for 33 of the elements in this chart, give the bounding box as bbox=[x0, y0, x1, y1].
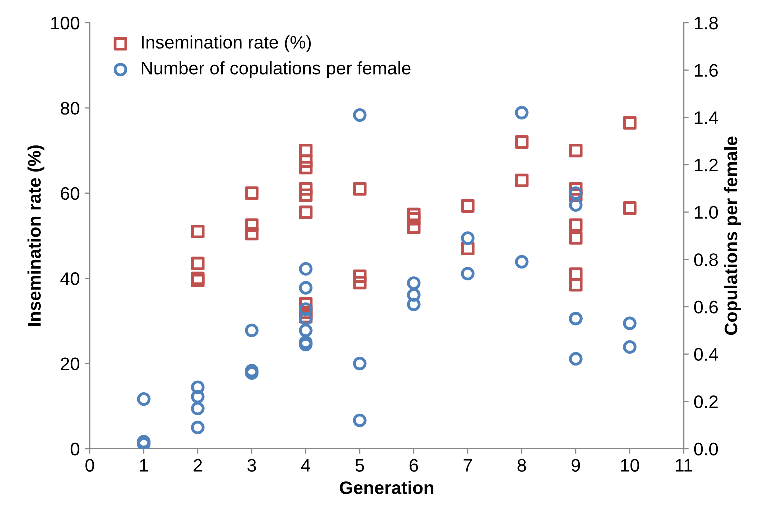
y2-tick-label: 1.8 bbox=[695, 16, 718, 30]
y-tick-label: 20 bbox=[61, 358, 80, 371]
y-axis-title: Insemination rate (%) bbox=[28, 146, 45, 326]
x-tick-label: 9 bbox=[572, 459, 580, 472]
y2-tick-label: 0.6 bbox=[694, 300, 718, 314]
y2-tick-label: 0.8 bbox=[694, 254, 718, 266]
y2-tick-label: 0.2 bbox=[694, 396, 718, 408]
x-axis-title: Generation bbox=[340, 481, 434, 494]
legend-label: Insemination rate (%) bbox=[142, 36, 312, 52]
y-tick-label: 0 bbox=[70, 442, 80, 456]
x-tick-label: 4 bbox=[301, 459, 310, 472]
x-tick-label: 2 bbox=[194, 459, 202, 472]
y-tick-label: 40 bbox=[60, 272, 80, 286]
x-tick-label: 8 bbox=[518, 459, 526, 472]
y2-tick-label: 1.0 bbox=[695, 206, 718, 220]
y2-axis-title: Copulations per female bbox=[724, 136, 742, 336]
x-tick-label: 0 bbox=[86, 459, 94, 472]
y2-tick-label: 0.0 bbox=[694, 442, 718, 456]
x-tick-label: 1 bbox=[140, 459, 148, 472]
x-tick-label: 7 bbox=[464, 459, 472, 472]
x-tick-label: 5 bbox=[356, 459, 364, 472]
x-tick-label: 10 bbox=[621, 459, 640, 472]
y-tick-label: 80 bbox=[60, 102, 80, 115]
y2-tick-label: 0.4 bbox=[694, 348, 718, 362]
y-tick-label: 60 bbox=[61, 187, 80, 200]
x-tick-label: 6 bbox=[410, 459, 418, 472]
y2-tick-label: 1.4 bbox=[695, 112, 718, 124]
y2-tick-label: 1.2 bbox=[695, 158, 718, 172]
y-tick-label: 100 bbox=[52, 16, 80, 30]
legend-label: Number of copulations per female bbox=[142, 62, 411, 78]
y2-tick-label: 1.6 bbox=[695, 64, 718, 78]
x-tick-label: 3 bbox=[248, 459, 256, 472]
x-tick-label: 11 bbox=[676, 459, 692, 472]
